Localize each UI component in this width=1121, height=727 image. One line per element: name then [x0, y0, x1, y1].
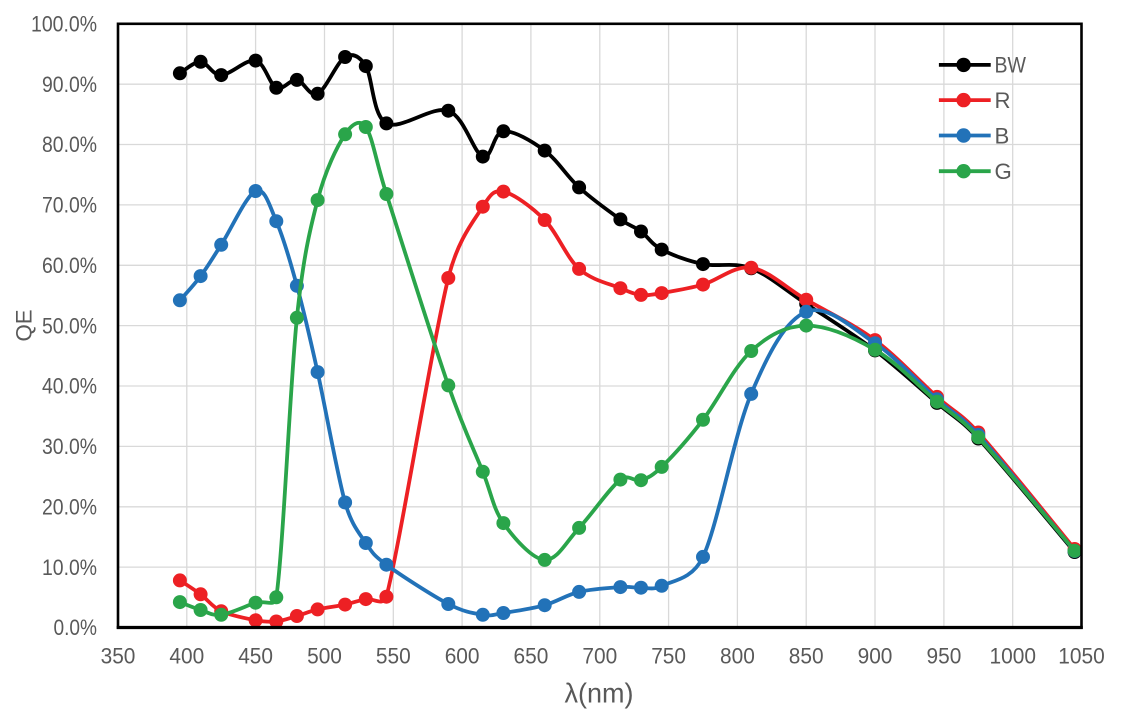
- svg-text:500: 500: [307, 644, 342, 669]
- svg-text:550: 550: [376, 644, 411, 669]
- svg-text:950: 950: [927, 644, 962, 669]
- svg-text:700: 700: [582, 644, 617, 669]
- svg-text:850: 850: [789, 644, 824, 669]
- svg-text:QE: QE: [11, 309, 36, 341]
- svg-text:1000: 1000: [989, 644, 1036, 669]
- svg-text:750: 750: [651, 644, 686, 669]
- svg-text:800: 800: [720, 644, 755, 669]
- svg-text:80.0%: 80.0%: [42, 132, 97, 157]
- svg-text:λ(nm): λ(nm): [565, 678, 634, 709]
- svg-text:R: R: [995, 88, 1011, 113]
- svg-text:50.0%: 50.0%: [42, 313, 97, 338]
- svg-text:100.0%: 100.0%: [31, 12, 97, 37]
- svg-text:1050: 1050: [1058, 644, 1105, 669]
- svg-text:400: 400: [169, 644, 204, 669]
- svg-text:350: 350: [101, 644, 136, 669]
- svg-text:450: 450: [238, 644, 273, 669]
- svg-text:600: 600: [445, 644, 480, 669]
- svg-text:650: 650: [514, 644, 549, 669]
- svg-text:10.0%: 10.0%: [42, 555, 97, 580]
- svg-text:900: 900: [858, 644, 893, 669]
- svg-text:G: G: [995, 159, 1012, 184]
- svg-text:90.0%: 90.0%: [42, 72, 97, 97]
- svg-text:70.0%: 70.0%: [42, 193, 97, 218]
- svg-text:30.0%: 30.0%: [42, 434, 97, 459]
- svg-text:B: B: [995, 123, 1010, 148]
- svg-text:BW: BW: [995, 53, 1027, 78]
- svg-text:60.0%: 60.0%: [42, 253, 97, 278]
- svg-text:40.0%: 40.0%: [42, 374, 97, 399]
- svg-text:20.0%: 20.0%: [42, 495, 97, 520]
- svg-text:0.0%: 0.0%: [54, 615, 98, 640]
